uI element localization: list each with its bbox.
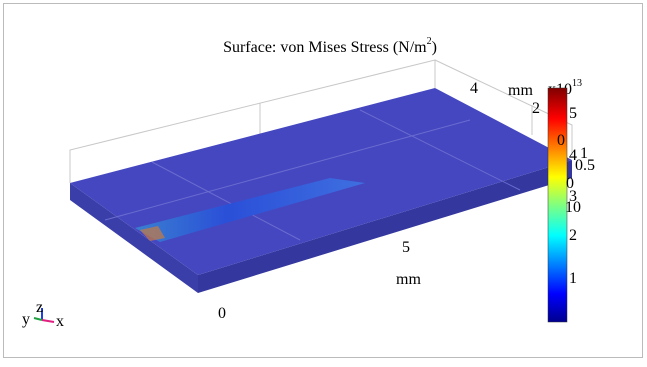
axis-tick-label: 0 [218, 305, 226, 322]
plot-window: Surface: von Mises Stress (N/m2) x1013 5… [0, 0, 647, 362]
colorbar-tick-label: 1 [569, 270, 577, 287]
axis-tick-label: 0 [557, 132, 565, 149]
axis-tick-label: mm [396, 271, 421, 288]
axis-tick-label: mm [508, 82, 533, 99]
colorbar-tick-label: 5 [569, 105, 577, 122]
axis-tick-label: 0 [566, 175, 574, 192]
axis-tick-label: 4 [470, 80, 478, 97]
axis-tick-label: 2 [532, 100, 540, 117]
axis-tick-label: 10 [565, 199, 581, 216]
triad-label: y [22, 311, 30, 328]
triad-label: z [36, 299, 43, 316]
axis-tick-label: 0.5 [575, 157, 595, 174]
plot-title: Surface: von Mises Stress (N/m2) [223, 36, 437, 56]
triad-label: x [56, 313, 64, 330]
colorbar-tick-label: 2 [569, 227, 577, 244]
axis-tick-label: 5 [402, 239, 410, 256]
